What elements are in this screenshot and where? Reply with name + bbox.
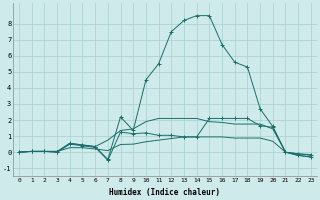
X-axis label: Humidex (Indice chaleur): Humidex (Indice chaleur)	[109, 188, 220, 197]
